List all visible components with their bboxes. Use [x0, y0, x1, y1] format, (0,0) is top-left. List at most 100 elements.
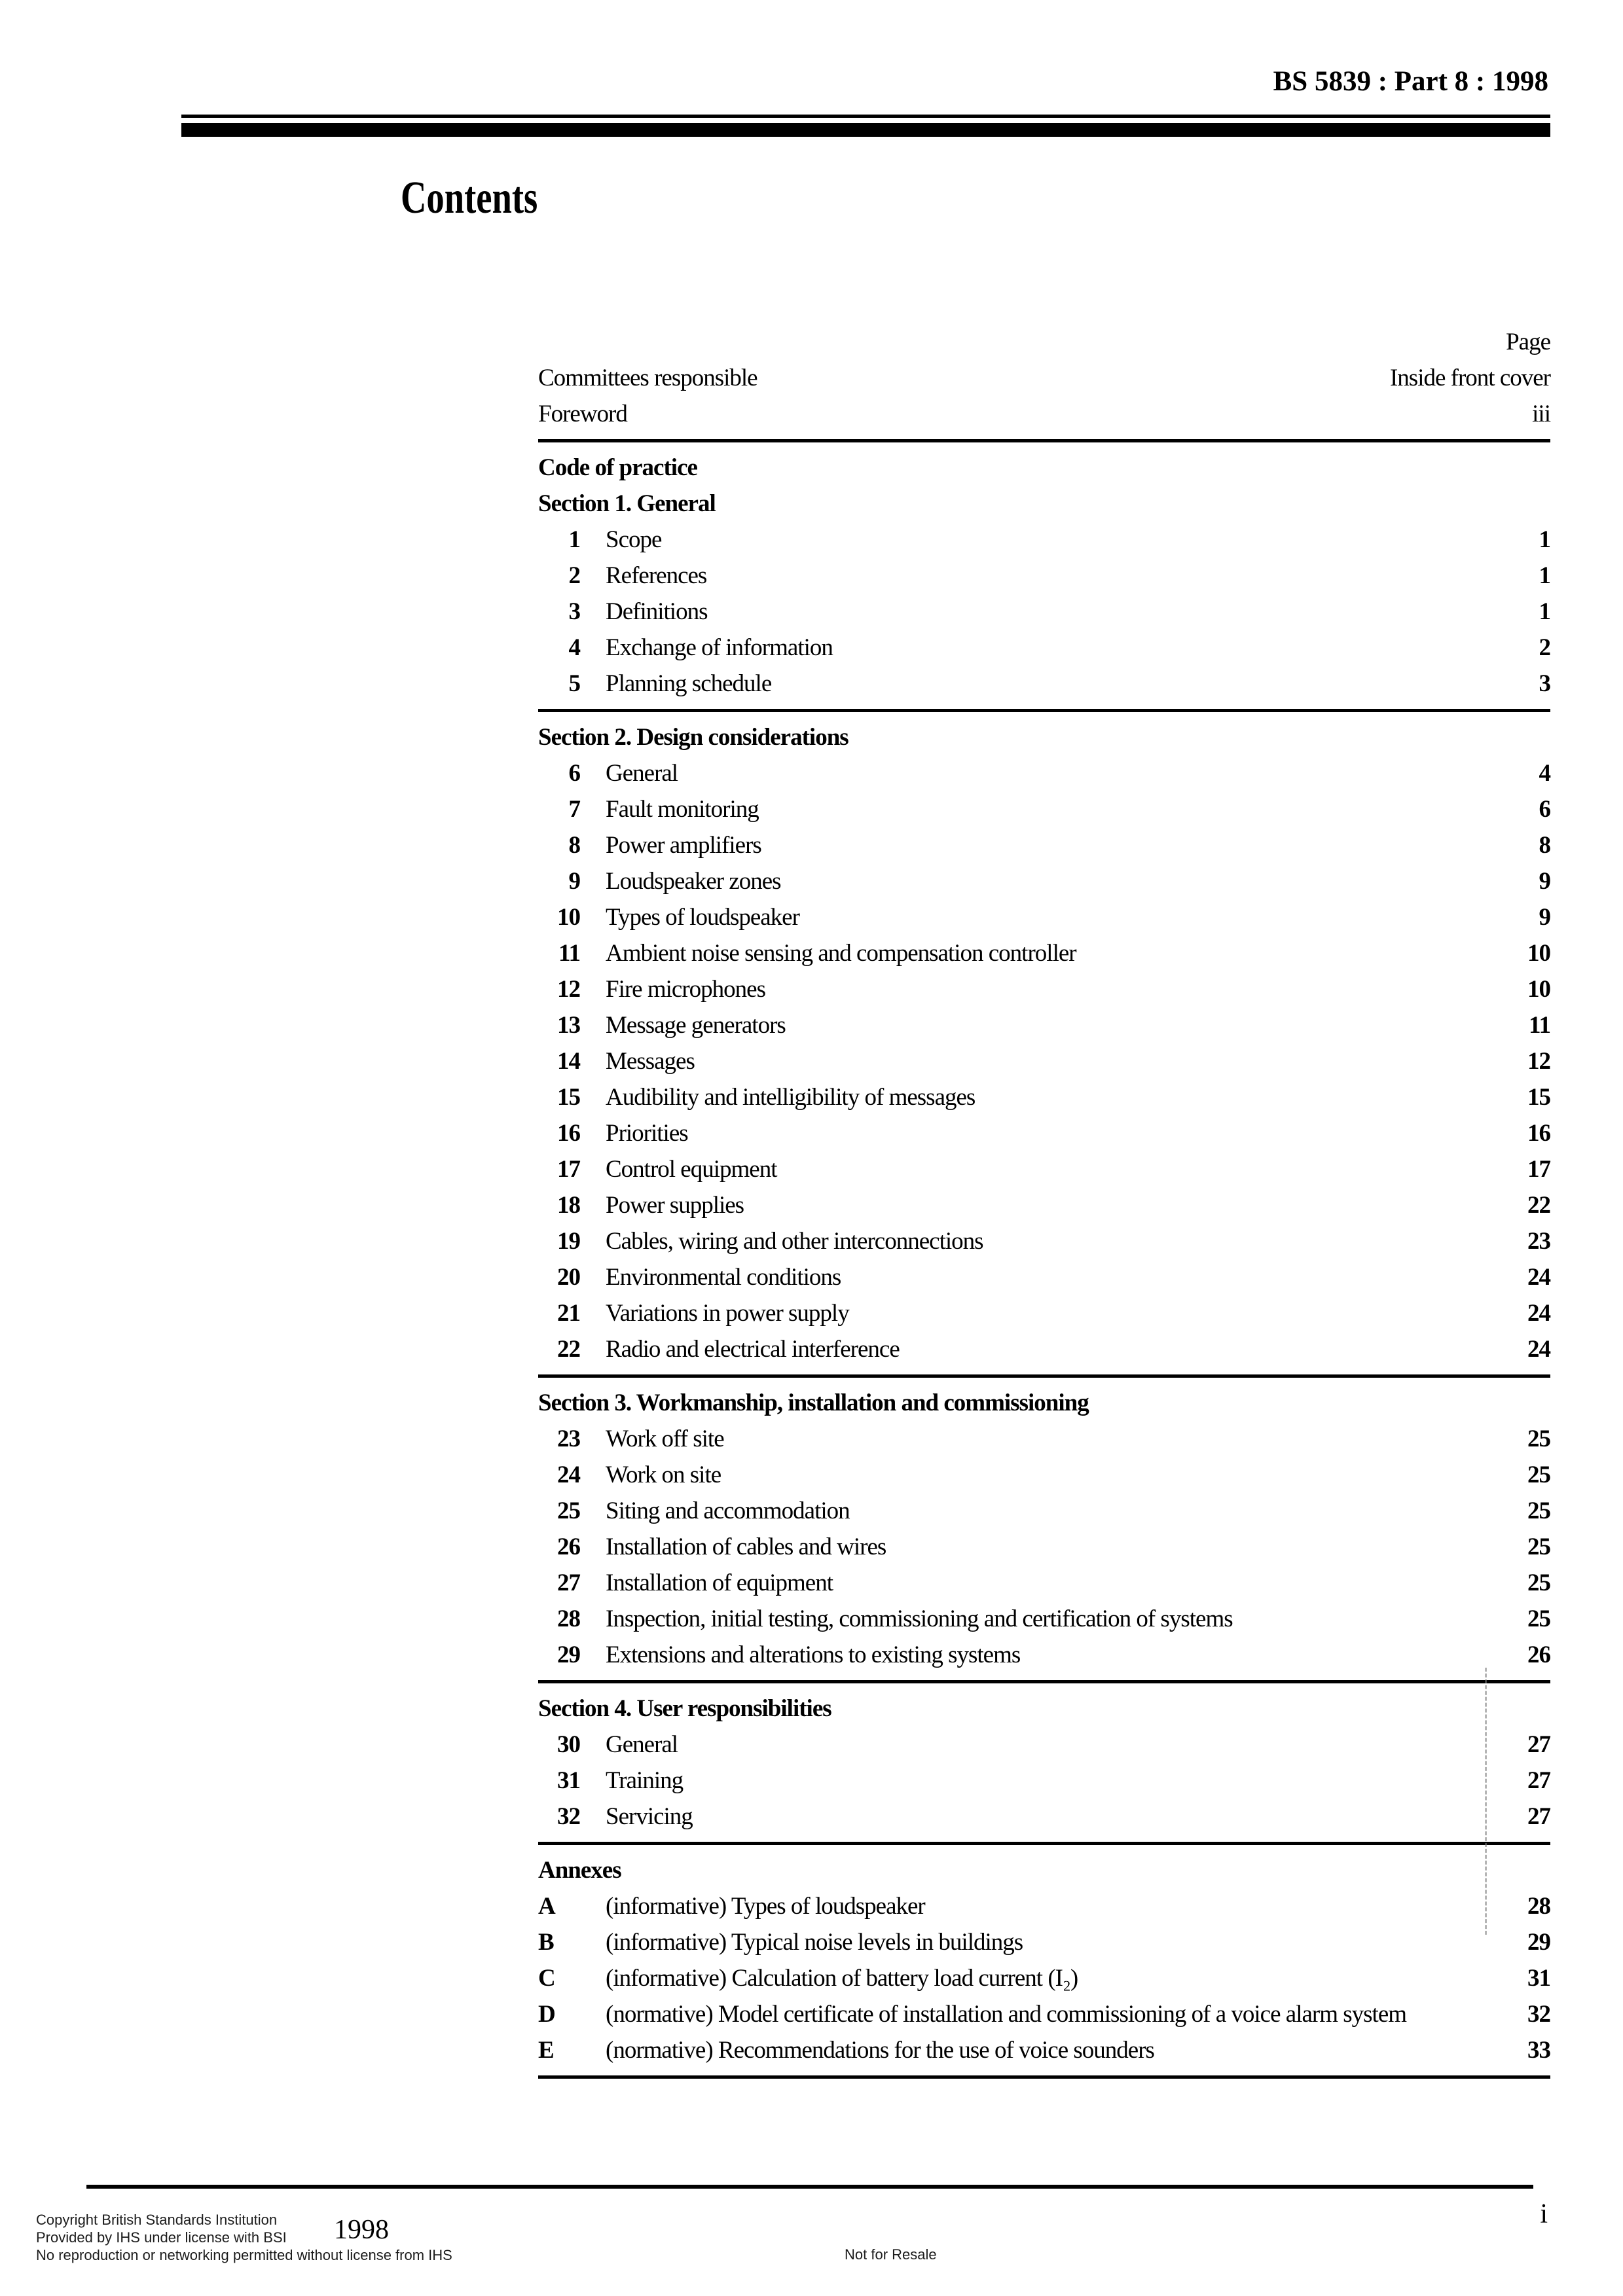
- toc-row: 8 Power amplifiers 8: [538, 827, 1552, 863]
- entry-page: 25: [1527, 1426, 1551, 1452]
- entry-label: Exchange of information: [606, 634, 833, 661]
- entry-number: 30: [557, 1731, 581, 1758]
- entry-number: 21: [557, 1300, 581, 1327]
- toc-row: 17 Control equipment 17: [538, 1151, 1551, 1187]
- section-heading: Section 2. Design considerations: [538, 724, 849, 751]
- entry-label: (informative) Calculation of battery loa…: [606, 1965, 1078, 1992]
- toc-row: 2 References 1: [538, 558, 1551, 594]
- resale-notice: Not for Resale: [845, 2246, 937, 2263]
- document-reference: BS 5839 : Part 8 : 1998: [1273, 66, 1548, 97]
- entry-label: Planning schedule: [606, 670, 772, 697]
- toc-row: 28 Inspection, initial testing, commissi…: [538, 1601, 1551, 1637]
- entry-page: 15: [1527, 1084, 1551, 1111]
- toc-row: C (informative) Calculation of battery l…: [538, 1960, 1551, 1996]
- entry-number: D: [538, 2001, 556, 2028]
- toc-row: 26 Installation of cables and wires 25: [538, 1529, 1551, 1565]
- entry-number: 13: [557, 1012, 581, 1039]
- header-rule-thick: [181, 123, 1550, 137]
- entry-page: 24: [1527, 1300, 1551, 1327]
- entry-label: Environmental conditions: [606, 1264, 841, 1291]
- entry-number: 22: [557, 1336, 581, 1363]
- entry-label: Installation of cables and wires: [606, 1534, 886, 1560]
- entry-number: 25: [557, 1498, 581, 1524]
- entry-number: 29: [557, 1641, 581, 1668]
- toc-row: 21 Variations in power supply 24: [538, 1295, 1551, 1331]
- toc-row: 12 Fire microphones 10: [538, 971, 1551, 1007]
- entry-page: 24: [1527, 1336, 1551, 1363]
- copyright-notice: Copyright British Standards Institution …: [36, 2211, 452, 2264]
- entry-page: 25: [1527, 1534, 1551, 1560]
- entry-page: 8: [1539, 832, 1552, 859]
- entry-number: 19: [557, 1228, 581, 1255]
- entry-label: (normative) Recommendations for the use …: [606, 2037, 1155, 2064]
- toc-row: 5 Planning schedule 3: [538, 666, 1551, 702]
- horizontal-rule: [538, 709, 1550, 712]
- horizontal-rule: [538, 1374, 1550, 1378]
- entry-page: 25: [1527, 1462, 1551, 1488]
- entry-page: 2: [1539, 634, 1552, 661]
- entry-page: 29: [1527, 1929, 1551, 1956]
- toc-row: 14 Messages 12: [538, 1043, 1551, 1079]
- entry-number: B: [538, 1929, 555, 1956]
- entry-number: 32: [557, 1803, 581, 1830]
- toc-row: 18 Power supplies 22: [538, 1187, 1551, 1223]
- entry-label: Power amplifiers: [606, 832, 762, 859]
- entry-label: Variations in power supply: [606, 1300, 850, 1327]
- entry-number: 8: [568, 832, 581, 859]
- entry-page: Inside front cover: [1389, 365, 1551, 391]
- toc-row: 20 Environmental conditions 24: [538, 1259, 1551, 1295]
- entry-number: 4: [568, 634, 581, 661]
- toc-row: 15 Audibility and intelligibility of mes…: [538, 1079, 1551, 1115]
- entry-label: Loudspeaker zones: [606, 868, 782, 895]
- entry-number: 11: [558, 940, 581, 967]
- entry-page: 25: [1527, 1498, 1551, 1524]
- copyright-line-1: Copyright British Standards Institution: [36, 2212, 278, 2228]
- toc-row: 32 Servicing 27: [538, 1799, 1551, 1835]
- section-heading: Code of practice: [538, 454, 698, 481]
- entry-label: Fault monitoring: [606, 796, 759, 823]
- entry-number: 14: [557, 1048, 581, 1075]
- entry-label: General: [606, 1731, 678, 1758]
- entry-label: Work on site: [606, 1462, 721, 1488]
- entry-number: 3: [568, 598, 581, 625]
- entry-number: 6: [568, 760, 581, 787]
- entry-label: (informative) Typical noise levels in bu…: [606, 1929, 1023, 1956]
- toc-row: Foreword iii: [538, 396, 1551, 432]
- entry-page: 33: [1527, 2037, 1551, 2064]
- entry-label: Servicing: [606, 1803, 693, 1830]
- entry-label: References: [606, 562, 707, 589]
- entry-label: Control equipment: [606, 1156, 777, 1183]
- toc-row: 9 Loudspeaker zones 9: [538, 863, 1552, 899]
- entry-number: 27: [557, 1570, 581, 1596]
- page-number: i: [1540, 2199, 1548, 2229]
- toc-row: 31 Training 27: [538, 1763, 1551, 1799]
- entry-page: 27: [1527, 1731, 1551, 1758]
- entry-page: 6: [1539, 796, 1552, 823]
- toc-row: 16 Priorities 16: [538, 1115, 1551, 1151]
- copyright-line-3: No reproduction or networking permitted …: [36, 2247, 452, 2263]
- toc-row: A (informative) Types of loudspeaker 28: [538, 1888, 1551, 1924]
- toc-row: 24 Work on site 25: [538, 1457, 1551, 1493]
- entry-page: 26: [1527, 1641, 1551, 1668]
- entry-page: 27: [1527, 1803, 1551, 1830]
- toc-row: 1 Scope 1: [538, 522, 1551, 558]
- footer-year: 1998: [334, 2215, 389, 2245]
- entry-label: Extensions and alterations to existing s…: [606, 1641, 1021, 1668]
- entry-label: Scope: [606, 526, 662, 553]
- entry-page: 31: [1527, 1965, 1551, 1992]
- toc-row: 13 Message generators 11: [538, 1007, 1551, 1043]
- entry-number: 1: [568, 526, 581, 553]
- entry-label: (normative) Model certificate of install…: [606, 2001, 1407, 2028]
- entry-page: Page: [1506, 329, 1551, 355]
- toc-row: 25 Siting and accommodation 25: [538, 1493, 1551, 1529]
- entry-page: 4: [1539, 760, 1551, 787]
- entry-label: Radio and electrical interference: [606, 1336, 900, 1363]
- toc-row: 11 Ambient noise sensing and compensatio…: [538, 935, 1551, 971]
- entry-number: 7: [568, 796, 581, 823]
- entry-page: 9: [1539, 868, 1552, 895]
- entry-page: 1: [1539, 598, 1551, 625]
- entry-page: 23: [1527, 1228, 1551, 1255]
- entry-page: 28: [1527, 1893, 1551, 1920]
- section-heading: Section 3. Workmanship, installation and…: [538, 1390, 1089, 1416]
